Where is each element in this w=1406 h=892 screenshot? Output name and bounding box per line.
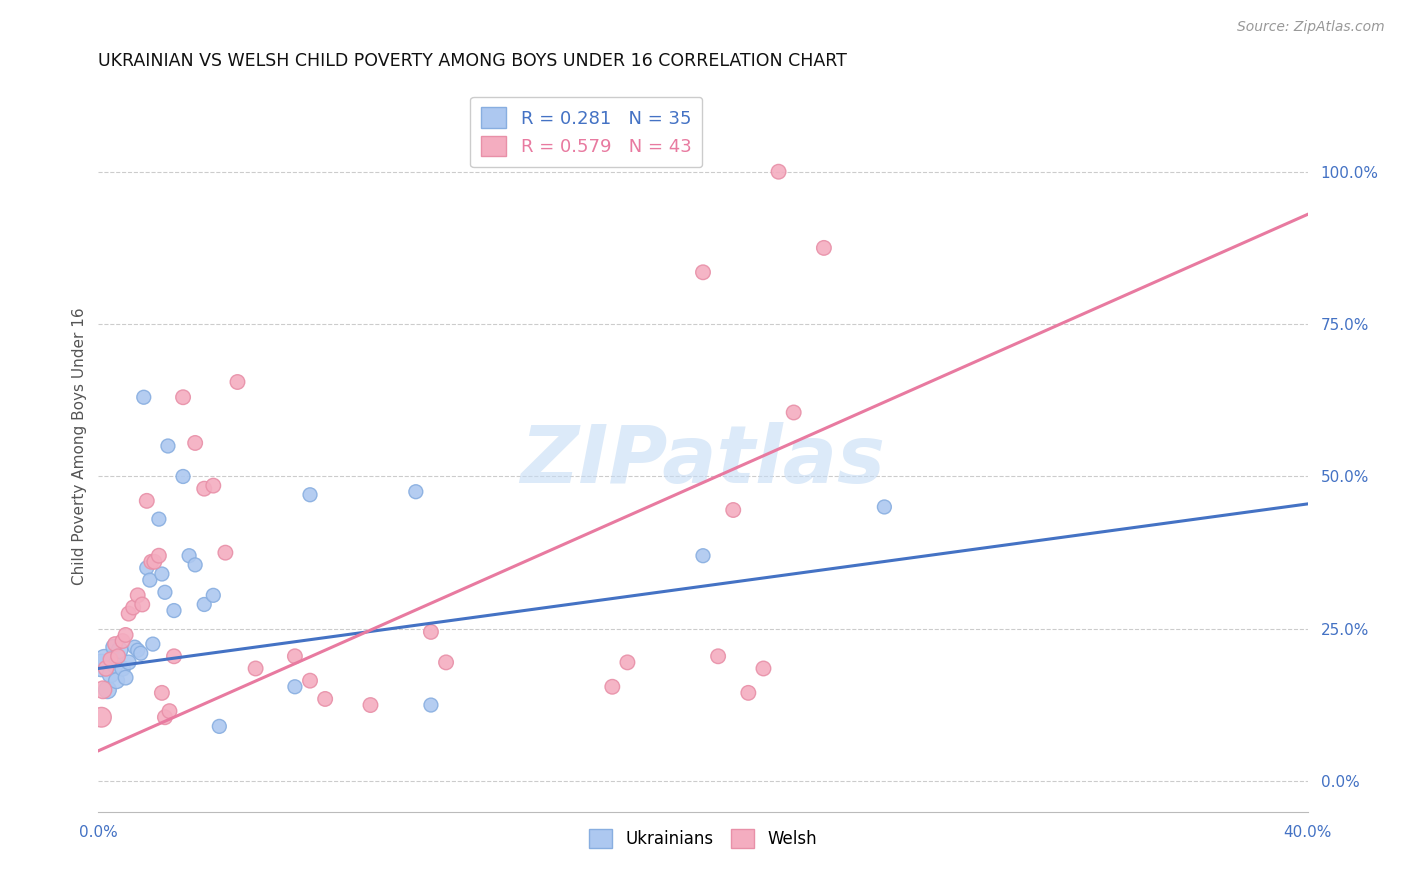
Point: [163, 649, 186, 664]
Point: [127, 643, 149, 657]
Point: [245, 661, 267, 675]
Point: [208, 719, 231, 733]
Point: [184, 558, 207, 572]
Point: [111, 661, 134, 675]
Point: [148, 549, 170, 563]
Point: [193, 482, 215, 496]
Point: [127, 588, 149, 602]
Point: [420, 698, 443, 712]
Point: [299, 673, 322, 688]
Point: [202, 588, 225, 602]
Point: [96, 682, 118, 697]
Point: [172, 390, 194, 404]
Point: [184, 436, 207, 450]
Point: [104, 658, 127, 673]
Text: ZIPatlas: ZIPatlas: [520, 422, 886, 500]
Point: [122, 600, 145, 615]
Point: [156, 439, 179, 453]
Text: UKRAINIAN VS WELSH CHILD POVERTY AMONG BOYS UNDER 16 CORRELATION CHART: UKRAINIAN VS WELSH CHILD POVERTY AMONG B…: [98, 53, 848, 70]
Point: [768, 164, 790, 178]
Point: [420, 624, 443, 639]
Point: [100, 667, 122, 681]
Text: Source: ZipAtlas.com: Source: ZipAtlas.com: [1237, 20, 1385, 34]
Point: [153, 585, 176, 599]
Point: [150, 686, 173, 700]
Point: [723, 503, 745, 517]
Point: [94, 661, 117, 675]
Point: [129, 646, 152, 660]
Point: [90, 710, 112, 724]
Point: [132, 390, 155, 404]
Point: [108, 643, 131, 657]
Point: [114, 628, 136, 642]
Point: [90, 658, 112, 673]
Point: [111, 634, 134, 648]
Point: [284, 649, 307, 664]
Point: [100, 652, 122, 666]
Point: [131, 598, 153, 612]
Y-axis label: Child Poverty Among Boys Under 16: Child Poverty Among Boys Under 16: [72, 307, 87, 585]
Point: [118, 656, 141, 670]
Point: [139, 573, 162, 587]
Point: [107, 649, 129, 664]
Point: [737, 686, 759, 700]
Point: [360, 698, 382, 712]
Point: [135, 561, 157, 575]
Point: [299, 488, 322, 502]
Legend: Ukrainians, Welsh: Ukrainians, Welsh: [582, 822, 824, 855]
Point: [616, 656, 638, 670]
Point: [142, 637, 165, 651]
Point: [707, 649, 730, 664]
Point: [434, 656, 457, 670]
Point: [105, 673, 128, 688]
Point: [135, 494, 157, 508]
Point: [179, 549, 201, 563]
Point: [314, 692, 336, 706]
Point: [104, 637, 127, 651]
Point: [873, 500, 896, 514]
Point: [783, 405, 806, 419]
Point: [226, 375, 249, 389]
Point: [202, 478, 225, 492]
Point: [692, 265, 714, 279]
Point: [284, 680, 307, 694]
Point: [124, 640, 146, 655]
Point: [148, 512, 170, 526]
Point: [602, 680, 624, 694]
Point: [118, 607, 141, 621]
Point: [91, 682, 114, 697]
Point: [813, 241, 835, 255]
Point: [143, 555, 166, 569]
Point: [150, 567, 173, 582]
Point: [172, 469, 194, 483]
Point: [141, 555, 163, 569]
Point: [159, 704, 181, 718]
Point: [692, 549, 714, 563]
Point: [752, 661, 775, 675]
Point: [163, 604, 186, 618]
Point: [405, 484, 427, 499]
Point: [103, 640, 125, 655]
Point: [153, 710, 176, 724]
Point: [193, 598, 215, 612]
Point: [93, 652, 115, 666]
Point: [214, 546, 236, 560]
Point: [114, 671, 136, 685]
